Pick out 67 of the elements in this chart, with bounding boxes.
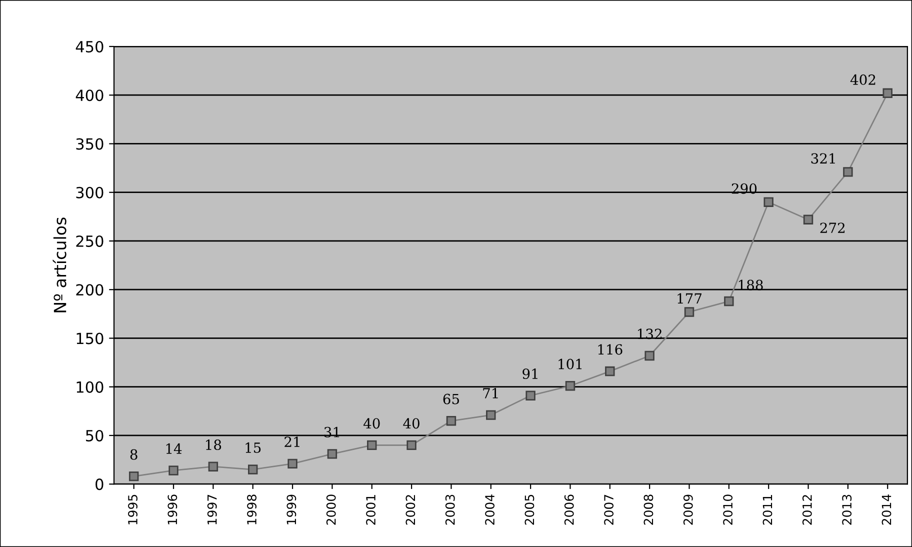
point bbox=[605, 366, 615, 376]
data-label: 177 bbox=[678, 293, 702, 304]
point bbox=[406, 440, 416, 450]
x-tick-label: 1998 bbox=[247, 494, 256, 524]
data-label: 272 bbox=[820, 222, 845, 233]
y-tick-label: 200 bbox=[76, 284, 104, 296]
point bbox=[843, 167, 853, 177]
point bbox=[327, 449, 338, 459]
data-label: 91 bbox=[522, 368, 538, 380]
x-tick-label: 2001 bbox=[366, 494, 376, 525]
x-tick-label: 2006 bbox=[564, 494, 574, 525]
y-tick-label: 100 bbox=[76, 381, 104, 393]
point bbox=[168, 466, 178, 476]
x-tick-label: 2013 bbox=[842, 494, 852, 525]
x-tick-label: 2000 bbox=[326, 494, 336, 525]
point bbox=[684, 307, 694, 317]
x-tick-label: 2003 bbox=[445, 494, 455, 525]
data-label: 40 bbox=[363, 418, 380, 429]
point bbox=[882, 88, 892, 98]
data-label: 21 bbox=[284, 436, 300, 447]
y-tick-label: 350 bbox=[76, 138, 104, 150]
point bbox=[565, 381, 576, 391]
data-label: 65 bbox=[443, 394, 459, 404]
x-tick-label: 2005 bbox=[524, 494, 534, 525]
y-tick-label: 50 bbox=[86, 430, 104, 442]
point bbox=[208, 462, 218, 472]
data-label: 8 bbox=[130, 449, 138, 460]
data-label: 101 bbox=[558, 358, 582, 370]
y-tick-label: 450 bbox=[76, 40, 104, 53]
x-tick-label: 2007 bbox=[604, 494, 614, 525]
y-tick-label: 300 bbox=[76, 186, 104, 198]
point bbox=[446, 416, 456, 426]
point bbox=[248, 464, 258, 474]
point bbox=[288, 458, 298, 469]
x-tick-label: 2004 bbox=[485, 494, 495, 525]
x-tick-label: 2002 bbox=[406, 495, 416, 525]
point bbox=[803, 214, 814, 224]
x-tick-label: 1995 bbox=[128, 494, 138, 524]
y-tick-label: 250 bbox=[76, 235, 104, 248]
y-tick-label: 150 bbox=[76, 332, 104, 344]
y-axis-title: Nº artículos bbox=[52, 218, 66, 312]
x-tick-label: 2012 bbox=[802, 495, 812, 525]
x-tick-label: 1996 bbox=[168, 494, 178, 524]
x-tick-label: 2014 bbox=[882, 494, 892, 525]
point bbox=[644, 350, 654, 361]
data-label: 402 bbox=[850, 74, 876, 85]
point bbox=[526, 390, 536, 400]
x-tick-label: 2010 bbox=[723, 494, 733, 525]
point bbox=[486, 410, 496, 420]
point bbox=[128, 471, 139, 482]
x-tick-label: 2009 bbox=[683, 494, 693, 525]
x-tick-label: 1999 bbox=[286, 494, 296, 524]
y-tick-label: 400 bbox=[76, 90, 104, 102]
y-tick-label: 0 bbox=[96, 478, 104, 490]
point bbox=[367, 440, 377, 450]
data-label: 15 bbox=[246, 442, 261, 453]
data-label: 71 bbox=[483, 388, 498, 398]
data-label: 116 bbox=[598, 344, 622, 355]
point bbox=[724, 296, 734, 306]
data-label: 18 bbox=[206, 440, 222, 450]
data-label: 321 bbox=[811, 153, 835, 164]
x-tick-label: 2011 bbox=[762, 494, 772, 525]
data-label: 40 bbox=[403, 418, 420, 429]
point bbox=[764, 197, 774, 207]
data-label: 14 bbox=[166, 443, 182, 454]
x-tick-label: 1997 bbox=[207, 494, 217, 524]
x-tick-label: 2008 bbox=[644, 494, 654, 525]
